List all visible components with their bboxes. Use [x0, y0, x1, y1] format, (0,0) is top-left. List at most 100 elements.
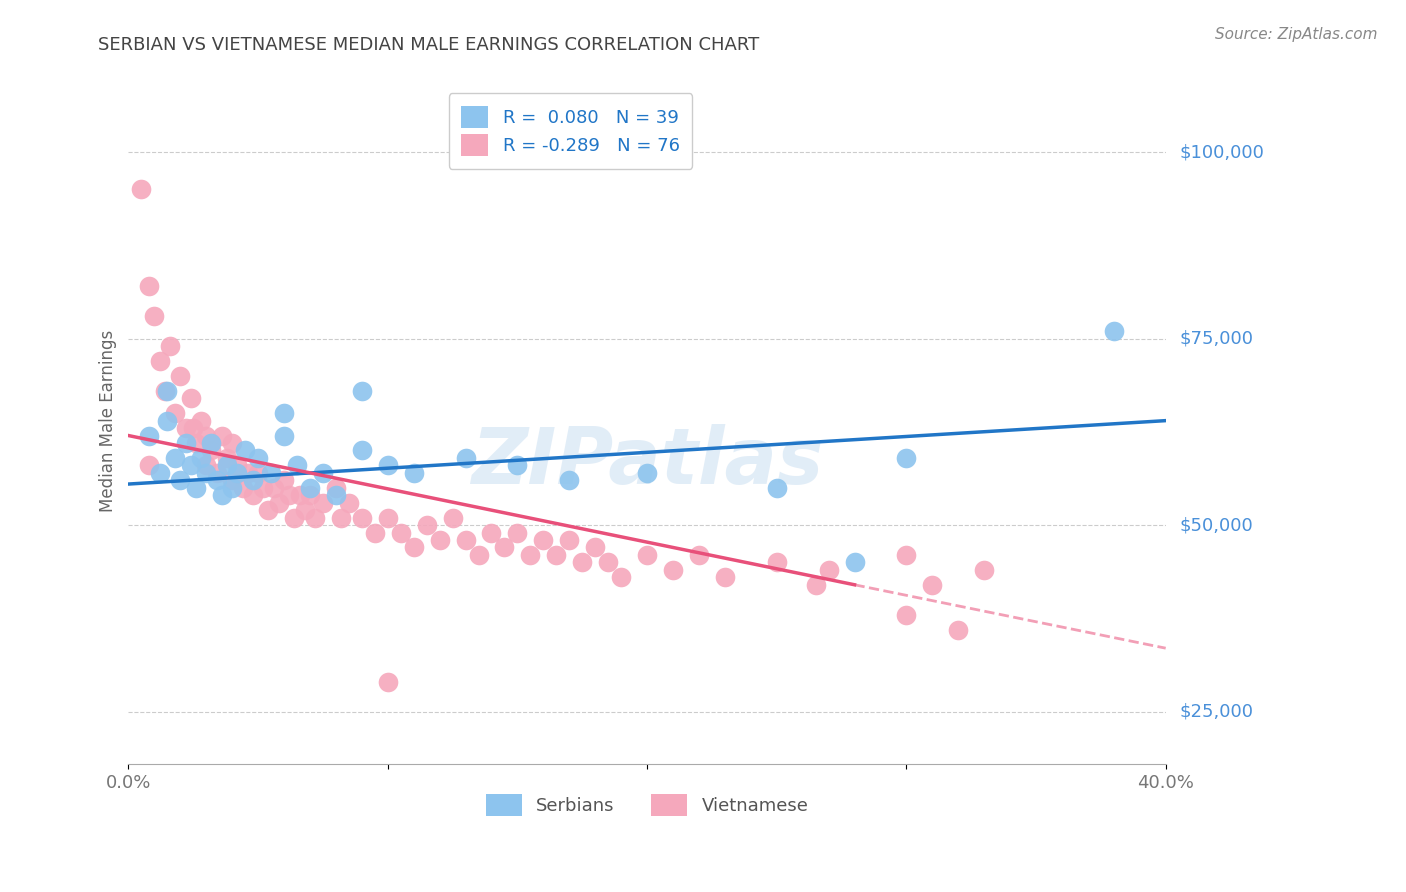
Point	[389, 525, 412, 540]
Point	[494, 541, 516, 555]
Point	[242, 488, 264, 502]
Point	[896, 548, 918, 562]
Point	[294, 503, 316, 517]
Point	[531, 533, 554, 547]
Point	[288, 488, 311, 502]
Point	[948, 623, 970, 637]
Point	[226, 458, 249, 473]
Point	[546, 548, 568, 562]
Point	[817, 563, 839, 577]
Point	[325, 481, 347, 495]
Point	[441, 510, 464, 524]
Point	[636, 548, 658, 562]
Point	[519, 548, 541, 562]
Point	[285, 458, 308, 473]
Point	[263, 481, 285, 495]
Point	[844, 555, 866, 569]
Point	[583, 541, 606, 555]
Point	[247, 450, 270, 465]
Point	[377, 458, 399, 473]
Point	[156, 384, 179, 398]
Point	[1102, 324, 1125, 338]
Point	[257, 503, 280, 517]
Point	[506, 458, 529, 473]
Point	[273, 473, 295, 487]
Point	[165, 450, 187, 465]
Text: SERBIAN VS VIETNAMESE MEDIAN MALE EARNINGS CORRELATION CHART: SERBIAN VS VIETNAMESE MEDIAN MALE EARNIN…	[98, 36, 759, 54]
Point	[558, 473, 581, 487]
Point	[304, 510, 326, 524]
Point	[195, 466, 218, 480]
Point	[688, 548, 710, 562]
Point	[467, 548, 489, 562]
Point	[211, 428, 233, 442]
Point	[174, 436, 197, 450]
Point	[765, 555, 787, 569]
Point	[159, 339, 181, 353]
Point	[973, 563, 995, 577]
Point	[200, 443, 222, 458]
Point	[298, 488, 321, 502]
Point	[804, 578, 827, 592]
Point	[221, 473, 243, 487]
Point	[169, 368, 191, 383]
Point	[247, 466, 270, 480]
Point	[143, 309, 166, 323]
Point	[221, 436, 243, 450]
Point	[312, 466, 335, 480]
Point	[714, 570, 737, 584]
Point	[481, 525, 503, 540]
Point	[571, 555, 593, 569]
Point	[350, 443, 373, 458]
Point	[636, 466, 658, 480]
Point	[337, 496, 360, 510]
Point	[200, 436, 222, 450]
Text: $50,000: $50,000	[1180, 516, 1253, 534]
Point	[312, 496, 335, 510]
Point	[138, 279, 160, 293]
Point	[205, 473, 228, 487]
Point	[558, 533, 581, 547]
Point	[402, 541, 425, 555]
Point	[267, 496, 290, 510]
Point	[149, 466, 172, 480]
Point	[180, 391, 202, 405]
Point	[377, 510, 399, 524]
Point	[454, 533, 477, 547]
Point	[184, 481, 207, 495]
Point	[278, 488, 301, 502]
Point	[226, 466, 249, 480]
Point	[364, 525, 387, 540]
Point	[165, 406, 187, 420]
Point	[138, 428, 160, 442]
Point	[190, 450, 212, 465]
Point	[273, 406, 295, 420]
Point	[236, 466, 259, 480]
Point	[174, 421, 197, 435]
Point	[415, 518, 437, 533]
Text: Source: ZipAtlas.com: Source: ZipAtlas.com	[1215, 27, 1378, 42]
Point	[190, 414, 212, 428]
Point	[350, 384, 373, 398]
Point	[350, 510, 373, 524]
Point	[454, 450, 477, 465]
Point	[153, 384, 176, 398]
Point	[765, 481, 787, 495]
Point	[131, 182, 153, 196]
Point	[215, 458, 238, 473]
Point	[896, 450, 918, 465]
Legend: Serbians, Vietnamese: Serbians, Vietnamese	[478, 787, 815, 823]
Point	[273, 428, 295, 442]
Text: ZIPatlas: ZIPatlas	[471, 424, 823, 500]
Point	[610, 570, 633, 584]
Point	[215, 450, 238, 465]
Point	[252, 481, 274, 495]
Point	[233, 443, 256, 458]
Point	[195, 428, 218, 442]
Point	[195, 458, 218, 473]
Text: $100,000: $100,000	[1180, 143, 1264, 161]
Point	[325, 488, 347, 502]
Point	[149, 354, 172, 368]
Point	[169, 473, 191, 487]
Point	[598, 555, 620, 569]
